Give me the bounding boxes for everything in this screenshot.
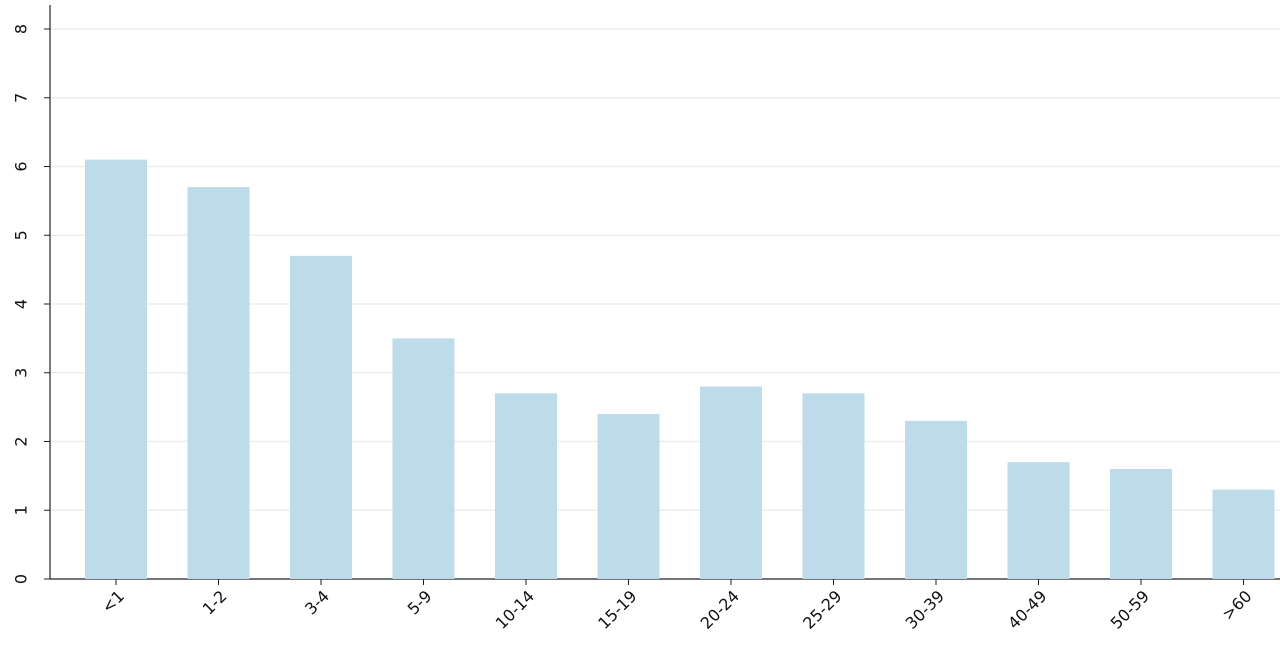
x-tick-label: 40-49 <box>1004 587 1050 633</box>
x-tick-label: 25-29 <box>799 587 845 633</box>
x-tick-label: >60 <box>1218 587 1255 624</box>
x-tick-label: 50-59 <box>1107 587 1153 633</box>
y-tick-label: 5 <box>12 230 31 240</box>
bar <box>85 159 147 579</box>
x-tick-label: 5-9 <box>404 587 436 619</box>
bar <box>700 386 762 579</box>
bar <box>1212 489 1275 579</box>
bar <box>187 187 250 579</box>
x-tick-label: 10-14 <box>492 587 538 633</box>
y-tick-label: 7 <box>12 93 31 103</box>
bar <box>495 393 557 579</box>
x-tick-label: 3-4 <box>301 587 333 619</box>
y-tick-label: 0 <box>12 574 31 584</box>
bar <box>597 414 660 579</box>
bar <box>802 393 865 579</box>
x-tick-label: 15-19 <box>594 587 640 633</box>
y-tick-label: 4 <box>12 299 31 309</box>
x-tick-label: <1 <box>98 587 128 617</box>
x-tick-label: 20-24 <box>697 587 743 633</box>
y-tick-label: 8 <box>12 24 31 34</box>
y-tick-label: 3 <box>12 368 31 378</box>
y-tick-label: 2 <box>12 436 31 446</box>
y-tick-label: 6 <box>12 161 31 171</box>
x-tick-label: 1-2 <box>199 587 231 619</box>
bar <box>1110 469 1172 579</box>
bar <box>392 338 455 579</box>
bar <box>1007 462 1070 579</box>
bar <box>290 255 352 579</box>
x-tick-label: 30-39 <box>902 587 948 633</box>
bar <box>905 420 967 579</box>
y-tick-label: 1 <box>12 505 31 515</box>
